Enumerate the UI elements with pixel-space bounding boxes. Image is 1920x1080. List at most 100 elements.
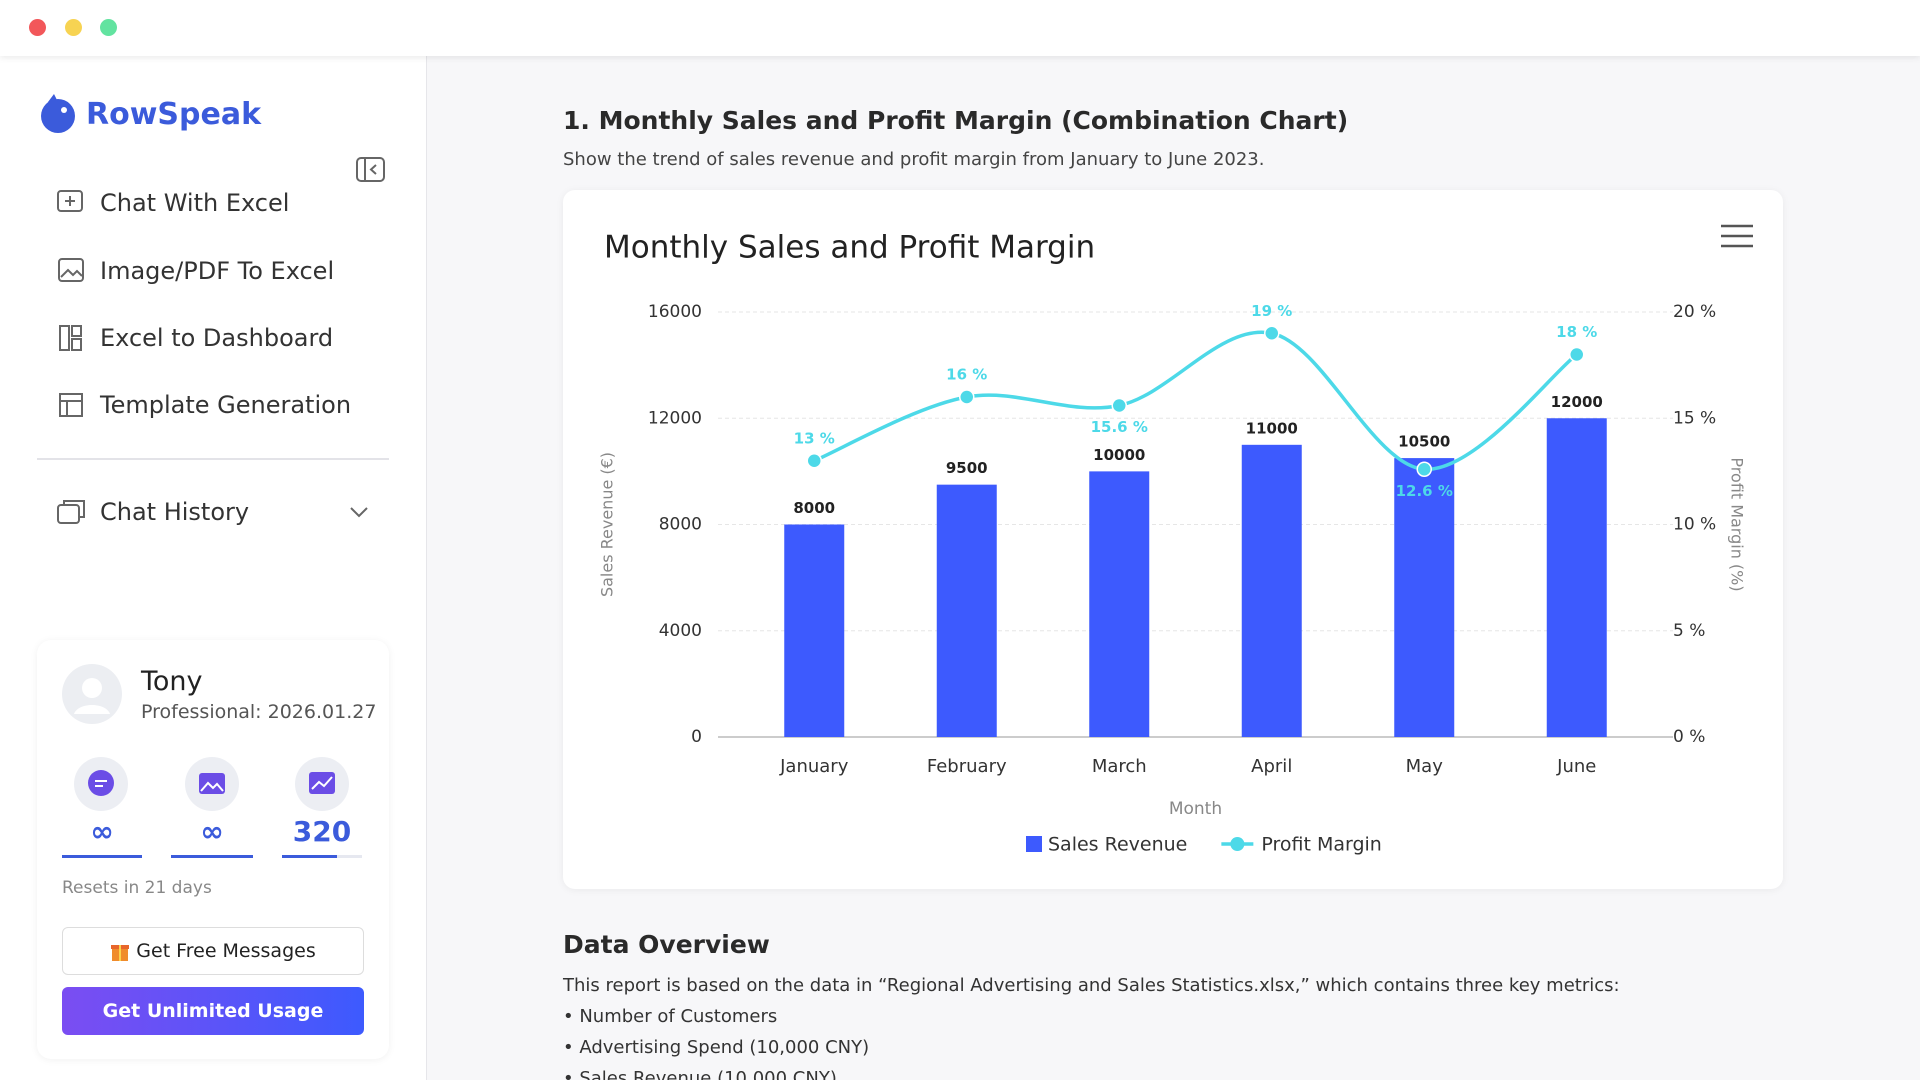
bar-label: 11000 (1246, 419, 1298, 437)
stat-value: 320 (292, 815, 352, 848)
stat-bar-track (282, 855, 362, 858)
overview-text: This report is based on the data in “Reg… (563, 975, 1620, 996)
overview-title: Data Overview (563, 930, 770, 959)
y2-axis-title: Profit Margin (%) (1728, 457, 1747, 591)
nav-label: Image/PDF To Excel (100, 257, 335, 285)
section-subheading: Show the trend of sales revenue and prof… (563, 149, 1265, 170)
logo-icon (41, 94, 75, 133)
line-point (959, 389, 975, 405)
stat-icon (185, 757, 239, 811)
resets-text: Resets in 21 days (62, 878, 212, 898)
stat-value: ∞ (90, 815, 114, 848)
y-tick-label: 4000 (659, 621, 702, 641)
y-axis-title: Sales Revenue (€) (598, 452, 617, 597)
bar-label: 10500 (1398, 433, 1450, 451)
stat-value: ∞ (200, 815, 224, 848)
bar-label: 8000 (793, 499, 835, 517)
nav-label: Excel to Dashboard (100, 324, 334, 352)
stat-bar (171, 855, 253, 858)
legend-label: Sales Revenue (1048, 834, 1187, 856)
free-button[interactable]: Get Free Messages (62, 927, 364, 975)
line-label: 19 % (1251, 302, 1292, 320)
y2-tick-label: 10 % (1673, 515, 1716, 535)
minimize-button[interactable] (65, 19, 82, 36)
line-label: 12.6 % (1396, 482, 1453, 500)
line-label: 16 % (946, 366, 987, 384)
chart-title: Monthly Sales and Profit Margin (604, 230, 1095, 266)
line-point (1416, 461, 1432, 477)
legend: Sales Revenue Profit Margin (1026, 834, 1382, 856)
nav-icon (58, 258, 84, 282)
line-label: 18 % (1556, 323, 1597, 341)
bar (1241, 444, 1302, 737)
legend-item[interactable]: Profit Margin (1221, 834, 1382, 856)
nav-icon (57, 190, 83, 212)
history-label: Chat History (100, 498, 250, 526)
avatar (62, 664, 122, 724)
y2-tick-label: 15 % (1673, 408, 1716, 428)
section-heading: 1. Monthly Sales and Profit Margin (Comb… (563, 106, 1349, 135)
bullet: • Sales Revenue (10,000 CNY) (563, 1068, 837, 1080)
x-tick-label: May (1406, 756, 1444, 777)
chevron (350, 507, 368, 518)
legend-swatch (1230, 837, 1245, 851)
bar (936, 484, 997, 737)
line-label: 13 % (794, 429, 835, 447)
stat-bar (62, 855, 142, 858)
bar (1394, 458, 1455, 737)
user-card: Tony Professional: 2026.01.27 ∞ ∞ 320 Re… (37, 640, 389, 1059)
line-point (1569, 346, 1585, 363)
legend-swatch (1026, 836, 1042, 852)
line-point (1111, 397, 1127, 414)
x-tick-label: February (927, 756, 1007, 777)
bar (1546, 418, 1607, 737)
line-point (1264, 325, 1280, 341)
history-toggle[interactable]: Chat History (56, 497, 376, 529)
gift-icon (111, 945, 130, 961)
y-tick-label: 12000 (648, 408, 702, 428)
bar (1089, 471, 1150, 737)
y-tick-label: 16000 (648, 302, 702, 322)
title-bar (0, 0, 1920, 56)
line-point (806, 453, 822, 469)
maximize-button[interactable] (100, 19, 117, 36)
line-label: 15.6 % (1091, 418, 1148, 436)
y2-tick-label: 5 % (1673, 621, 1705, 641)
y-tick-label: 0 (691, 727, 702, 747)
x-tick-label: April (1251, 756, 1292, 777)
legend-label: Profit Margin (1261, 834, 1382, 856)
close-button[interactable] (29, 19, 46, 36)
main-content: 1. Monthly Sales and Profit Margin (Comb… (427, 56, 1920, 1080)
nav-icon (59, 325, 82, 351)
x-tick-label: March (1092, 756, 1147, 777)
bullet: • Number of Customers (563, 1006, 778, 1027)
upgrade-button-label: Get Unlimited Usage (102, 1000, 324, 1022)
divider (37, 458, 389, 460)
legend-item[interactable]: Sales Revenue (1026, 834, 1187, 856)
stat-bar (282, 855, 338, 858)
y2-tick-label: 0 % (1673, 727, 1705, 747)
x-tick-label: January (779, 756, 849, 777)
chart-card: Monthly Sales and Profit Margin 0 4000 800… (563, 190, 1783, 889)
nav-label: Template Generation (100, 391, 352, 419)
upgrade-button[interactable]: Get Unlimited Usage (62, 987, 364, 1035)
x-axis-title: Month (1169, 799, 1222, 819)
logo-text: RowSpeak (86, 97, 262, 132)
chart: Monthly Sales and Profit Margin 0 4000 800… (598, 220, 1754, 856)
bar (784, 524, 845, 737)
stat-icon (295, 757, 349, 811)
stat-icon (74, 757, 128, 811)
x-tick-label: June (1556, 756, 1596, 777)
menu-button[interactable] (1718, 220, 1754, 252)
user-name: Tony (141, 666, 203, 697)
bullet: • Advertising Spend (10,000 CNY) (563, 1037, 870, 1058)
y-tick-label: 8000 (659, 515, 702, 535)
collapse-button[interactable] (356, 157, 386, 183)
y2-tick-label: 20 % (1673, 302, 1716, 322)
bar-label: 9500 (946, 459, 988, 477)
nav-label: Chat With Excel (100, 189, 290, 217)
line (813, 330, 1578, 472)
nav-icon (59, 393, 83, 417)
